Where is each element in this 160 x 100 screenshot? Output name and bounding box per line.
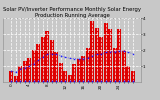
Bar [90, 21, 94, 82]
Bar [113, 48, 117, 82]
Bar [104, 23, 108, 82]
Bar [45, 31, 49, 82]
Bar [68, 75, 72, 82]
Bar [32, 50, 36, 82]
Bar [108, 29, 112, 82]
Bar [36, 44, 40, 82]
Bar [59, 63, 63, 82]
Bar [72, 64, 76, 82]
Bar [126, 66, 130, 82]
Bar [9, 71, 13, 82]
Bar [23, 61, 27, 82]
Bar [54, 52, 58, 82]
Bar [77, 59, 81, 82]
Bar [131, 71, 135, 82]
Bar [41, 37, 45, 82]
Title: Solar PV/Inverter Performance Monthly Solar Energy Production Running Average: Solar PV/Inverter Performance Monthly So… [3, 7, 141, 18]
Bar [63, 71, 67, 82]
Bar [117, 29, 121, 82]
Bar [99, 37, 103, 82]
Bar [122, 50, 126, 82]
Bar [95, 28, 99, 82]
Bar [27, 58, 31, 82]
Bar [86, 48, 90, 82]
Bar [18, 66, 22, 82]
Bar [14, 76, 18, 82]
Bar [50, 40, 54, 82]
Bar [81, 56, 85, 82]
